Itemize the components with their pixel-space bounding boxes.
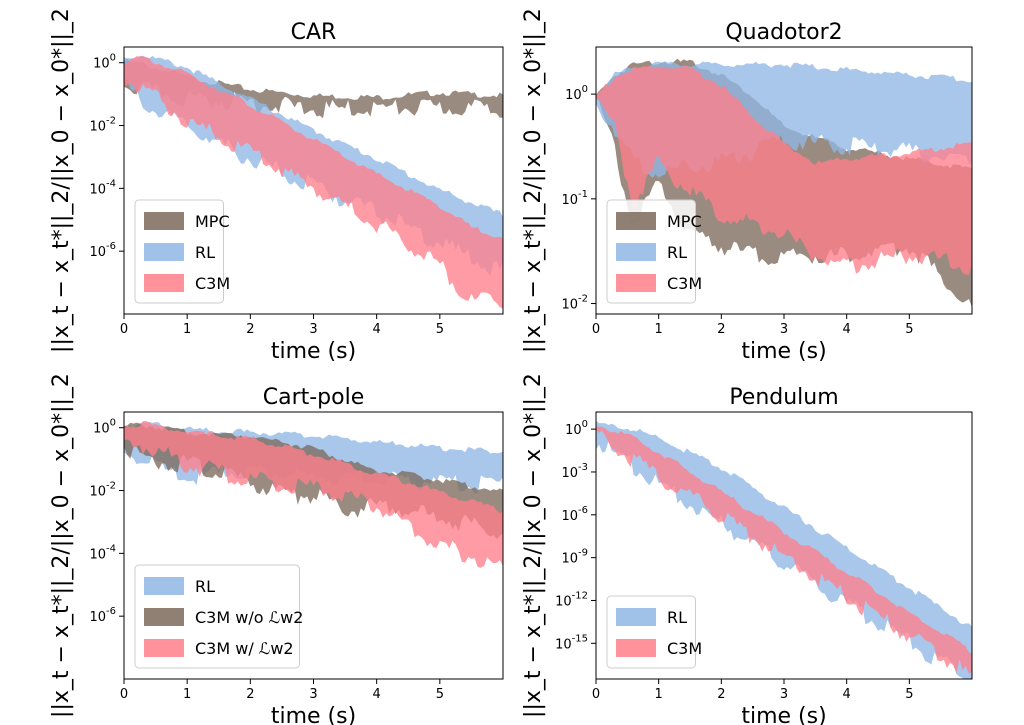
y-tick-label: 10-2	[89, 481, 116, 500]
x-tick-label: 1	[183, 322, 191, 337]
y-tick-label: 10-4	[89, 543, 116, 562]
band-c3m	[596, 425, 972, 674]
legend: MPC RL C3M	[606, 199, 702, 304]
x-tick-label: 4	[843, 322, 851, 337]
x-tick-label: 4	[373, 322, 381, 337]
x-tick-label: 4	[373, 687, 381, 702]
x-tick-label: 5	[905, 687, 913, 702]
subplot-title: Pendulum	[729, 385, 838, 410]
bands	[124, 420, 503, 568]
x-tick-label: 3	[780, 687, 788, 702]
y-tick-label: 10-4	[89, 178, 116, 197]
y-tick-label: 10-6	[89, 241, 116, 260]
x-tick-label: 5	[436, 322, 444, 337]
bands	[596, 420, 972, 679]
bands	[596, 58, 972, 308]
y-tick-label: 10-12	[555, 590, 588, 609]
legend-swatch	[144, 639, 184, 657]
x-axis-label: time (s)	[271, 704, 356, 725]
legend-swatch	[616, 243, 656, 261]
y-tick-label: 10-15	[555, 633, 588, 652]
x-tick-label: 2	[717, 687, 725, 702]
x-tick-label: 3	[309, 687, 317, 702]
legend-label: C3M	[195, 274, 230, 293]
legend-swatch	[144, 608, 184, 626]
legend: MPC RL C3M	[134, 199, 230, 304]
subplot-title: Cart-pole	[263, 385, 365, 410]
x-tick-label: 5	[436, 687, 444, 702]
legend-swatch	[144, 212, 184, 230]
y-tick-label: 10-3	[561, 462, 588, 481]
y-tick-label: 10-9	[561, 548, 588, 567]
subplot-quadotor2: Quadotor2 0 1 2 3 4 5 time (s) 100 10-1 10-2 ||x_t …	[521, 8, 973, 364]
x-axis-label: time (s)	[271, 339, 356, 364]
band-c3m-w-w2	[124, 420, 503, 568]
y-axis-label: ||x_t − x_t*||_2/||x_0 − x_0*||_2	[521, 373, 546, 718]
x-tick-label: 0	[120, 687, 128, 702]
subplot-cart-pole: Cart-pole 0 1 2 3 4 5 time (s) 100 10-2 10-4 10-6 ||…	[49, 373, 504, 725]
legend-swatch	[616, 608, 656, 626]
legend-label: C3M	[667, 639, 702, 658]
legend-swatch	[144, 577, 184, 595]
y-axis-label: ||x_t − x_t*||_2/||x_0 − x_0*||_2	[521, 8, 546, 353]
legend-swatch	[144, 274, 184, 292]
x-tick-label: 2	[717, 322, 725, 337]
x-tick-label: 0	[592, 322, 600, 337]
legend-swatch	[144, 243, 184, 261]
y-axis-label: ||x_t − x_t*||_2/||x_0 − x_0*||_2	[49, 373, 74, 718]
x-tick-label: 3	[309, 322, 317, 337]
y-tick-label: 10-6	[89, 606, 116, 625]
legend-label: MPC	[667, 212, 702, 231]
x-tick-label: 1	[655, 322, 663, 337]
x-tick-label: 0	[120, 322, 128, 337]
x-axis-label: time (s)	[741, 704, 826, 725]
x-tick-label: 1	[655, 687, 663, 702]
legend: RL C3M w/o ℒw2 C3M w/ ℒw2	[134, 564, 303, 669]
legend-label: RL	[667, 243, 687, 262]
bands	[124, 55, 503, 309]
legend-label: MPC	[195, 212, 230, 231]
legend-label: RL	[667, 608, 687, 627]
y-tick-label: 100	[93, 418, 116, 437]
y-tick-label: 100	[565, 84, 588, 103]
legend-swatch	[616, 274, 656, 292]
legend-label: C3M w/ ℒw2	[195, 639, 294, 658]
x-axis-label: time (s)	[741, 339, 826, 364]
x-tick-label: 0	[592, 687, 600, 702]
y-tick-label: 100	[93, 53, 116, 72]
band-c3m	[124, 56, 503, 309]
x-tick-label: 1	[183, 687, 191, 702]
legend-label: C3M	[667, 274, 702, 293]
legend-label: C3M w/o ℒw2	[195, 608, 303, 627]
y-tick-label: 10-1	[561, 189, 588, 208]
legend-swatch	[616, 639, 656, 657]
x-tick-label: 5	[905, 322, 913, 337]
legend: RL C3M	[606, 595, 702, 669]
subplot-car: CAR 0 1 2 3 4 5 time (s) 100 10-2 10-4 10-6 ||x_t − …	[49, 8, 504, 364]
subplot-title: CAR	[291, 20, 337, 45]
y-tick-label: 10-2	[561, 294, 588, 313]
legend-label: RL	[195, 243, 215, 262]
x-tick-label: 2	[246, 322, 254, 337]
y-tick-label: 10-2	[89, 116, 116, 135]
x-tick-label: 2	[246, 687, 254, 702]
legend-label: RL	[195, 577, 215, 596]
legend-swatch	[616, 212, 656, 230]
x-tick-label: 3	[780, 322, 788, 337]
y-axis-label: ||x_t − x_t*||_2/||x_0 − x_0*||_2	[49, 8, 74, 353]
subplot-title: Quadotor2	[725, 20, 842, 45]
y-tick-label: 100	[565, 419, 588, 438]
band-c3m	[596, 65, 972, 276]
x-tick-label: 4	[843, 687, 851, 702]
y-tick-label: 10-6	[561, 505, 588, 524]
subplot-pendulum: Pendulum 0 1 2 3 4 5 time (s) 100 10-3 10-6 10-9 10-…	[521, 373, 973, 725]
